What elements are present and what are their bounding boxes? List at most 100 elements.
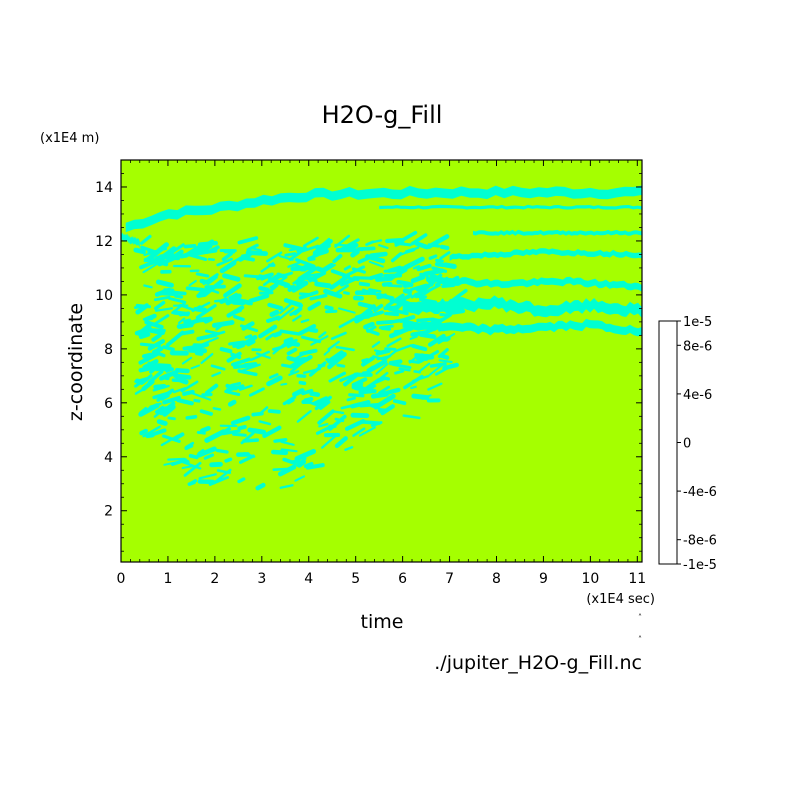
feature-streak — [408, 359, 421, 364]
feature-streak — [141, 352, 153, 359]
feature-streak — [191, 392, 212, 401]
feature-streak — [394, 369, 405, 375]
feature-streak — [134, 326, 153, 336]
feature-streak — [388, 359, 403, 366]
colorbar-label: -1e-5 — [683, 558, 717, 573]
feature-streak — [143, 256, 151, 261]
feature-streak — [133, 247, 146, 255]
feature-streak — [338, 317, 357, 329]
feature-streak — [385, 237, 404, 244]
y-axis-label: z-coordinate — [65, 303, 87, 421]
feature-streak — [323, 288, 343, 299]
feature-streak — [279, 484, 294, 489]
feature-streak — [287, 284, 296, 293]
feature-streak — [140, 234, 152, 245]
feature-streak — [186, 252, 208, 261]
feature-streak — [219, 297, 229, 304]
feature-streak — [334, 284, 350, 295]
feature-streak — [415, 285, 427, 292]
feature-streak — [427, 382, 443, 391]
feature-streak — [178, 311, 191, 317]
feature-streak — [204, 429, 226, 443]
feature-streak — [365, 254, 386, 264]
feature-streak — [375, 363, 389, 375]
feature-streak — [298, 244, 320, 254]
feature-streak — [209, 461, 223, 468]
feature-streak — [222, 273, 241, 282]
feature-streak — [226, 351, 242, 363]
colorbar-label: -8e-6 — [683, 534, 717, 549]
feature-streak — [154, 307, 174, 312]
feature-streak — [238, 384, 253, 391]
feature-streak — [385, 293, 405, 308]
feature-streak — [199, 336, 219, 347]
feature-streak — [262, 425, 282, 439]
feature-streak — [298, 292, 313, 297]
feature-streak — [198, 473, 217, 480]
feature-streak — [344, 446, 354, 451]
feature-streak — [258, 324, 278, 339]
x-tick-label: 7 — [445, 571, 454, 587]
feature-streak — [371, 341, 381, 348]
colorbar-label: 0 — [683, 437, 691, 452]
feature-streak — [427, 243, 441, 248]
feature-streak — [392, 399, 407, 406]
feature-streak — [323, 349, 331, 356]
feature-streak — [225, 293, 242, 306]
feature-streak — [154, 405, 165, 414]
feature-streak — [241, 251, 259, 257]
feature-streak — [288, 370, 300, 376]
feature-streak — [361, 356, 375, 367]
feature-streak — [281, 363, 294, 369]
feature-streak — [228, 340, 246, 346]
feature-streak — [134, 380, 144, 388]
feature-streak — [221, 251, 233, 262]
feature-streak — [175, 376, 189, 385]
feature-streak — [238, 454, 255, 464]
feature-streak — [148, 328, 165, 336]
feature-streak — [423, 283, 441, 295]
x-tick-label: 5 — [351, 571, 360, 587]
x-tick-label: 4 — [304, 571, 313, 587]
corner-mark-2: ˄ — [638, 635, 642, 644]
feature-streak — [204, 383, 219, 395]
feature-streak — [159, 291, 178, 297]
feature-streak — [307, 253, 319, 261]
feature-streak — [176, 398, 194, 406]
feature-streak — [310, 335, 329, 346]
feature-streak — [134, 376, 152, 383]
feature-streak — [343, 291, 350, 295]
feature-streak — [402, 282, 414, 288]
feature-streak — [232, 363, 249, 369]
feature-streak — [224, 390, 241, 396]
feature-streak — [326, 350, 344, 364]
feature-streak — [203, 453, 215, 460]
feature-streak — [272, 331, 282, 338]
feature-streak — [227, 399, 237, 407]
feature-streak — [369, 384, 377, 390]
feature-streak — [260, 262, 275, 273]
feature-streak — [307, 301, 322, 311]
feature-streak — [356, 246, 376, 251]
feature-streak — [219, 260, 237, 274]
feature-streak — [328, 414, 347, 431]
feature-streak — [296, 246, 308, 253]
y-tick-label: 10 — [95, 288, 113, 304]
feature-streak — [435, 258, 444, 263]
feature-streak — [441, 283, 456, 288]
feature-streak — [339, 373, 356, 382]
feature-streak — [219, 347, 233, 354]
feature-streak — [363, 321, 375, 330]
feature-streak — [361, 358, 369, 363]
feature-streak — [247, 427, 267, 435]
feature-streak — [160, 434, 180, 447]
feature-streak — [317, 409, 335, 425]
feature-streak — [193, 398, 201, 403]
feature-streak — [183, 244, 197, 249]
feature-streak — [410, 233, 428, 246]
colorbar-label: 1e-5 — [683, 315, 712, 330]
feature-streak — [246, 339, 256, 347]
feature-streak — [182, 389, 195, 396]
feature-streak — [370, 391, 389, 399]
